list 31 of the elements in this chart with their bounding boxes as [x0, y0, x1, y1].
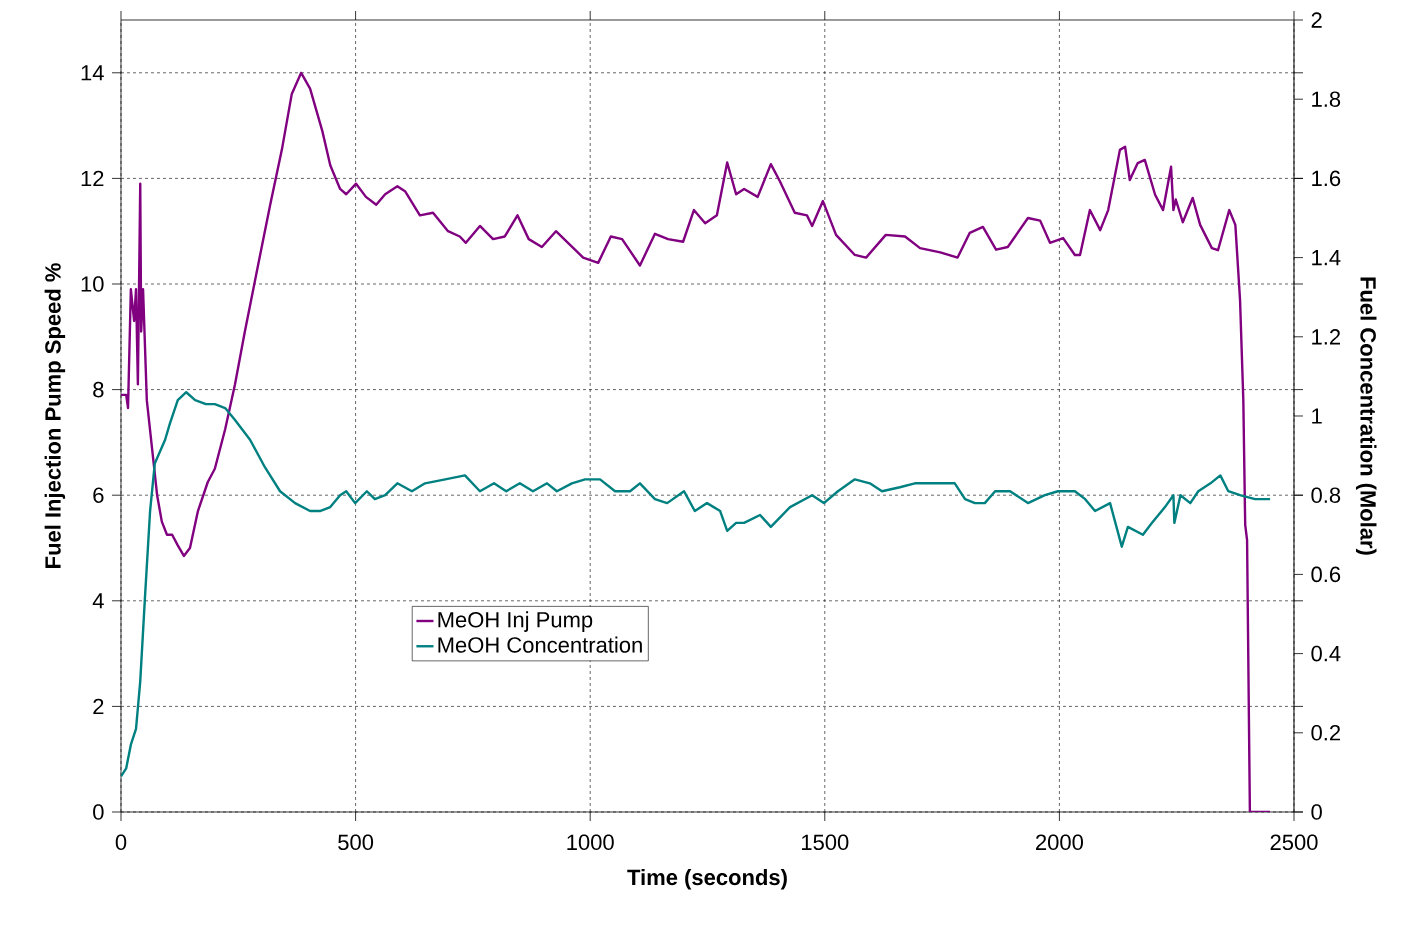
y2-tick-label: 1.2	[1312, 329, 1341, 345]
y2-tick-label: 1.6	[1312, 170, 1341, 187]
y-tick-label: 8	[93, 381, 104, 398]
y-tick-label: 2	[93, 698, 104, 715]
legend-label: MeOH Inj Pump	[438, 611, 593, 632]
y2-tick-label: 0.6	[1311, 566, 1341, 583]
y-tick-label: 0	[93, 804, 104, 820]
y2-tick-label: 2	[1311, 12, 1322, 28]
x-tick-label: 1000	[567, 834, 614, 851]
x-tick-label: 0	[115, 834, 127, 851]
y2-tick-label: 0	[1311, 804, 1322, 820]
y2-tick-label: 0.2	[1311, 725, 1341, 741]
y-axis-title: Fuel Injection Pump Speed %	[44, 263, 66, 568]
legend-label: MeOH Concentration	[438, 636, 642, 653]
x-tick-label: 1500	[802, 834, 849, 851]
y-tick-label: 10	[81, 276, 104, 292]
x-tick-label: 500	[338, 834, 374, 851]
x-tick-label: 2500	[1270, 834, 1318, 851]
x-axis-title: Time (seconds)	[627, 868, 787, 890]
y-tick-label: 12	[81, 170, 104, 187]
y2-tick-label: 0.8	[1311, 487, 1341, 503]
x-tick-label: 2000	[1036, 834, 1083, 851]
y2-tick-label: 1	[1312, 408, 1322, 424]
y2-tick-label: 0.4	[1311, 645, 1341, 662]
y2-tick-label: 1.4	[1312, 250, 1341, 266]
y-tick-label: 14	[81, 65, 104, 81]
y-tick-label: 6	[93, 487, 104, 503]
line-series	[121, 71, 1272, 812]
y2-tick-label: 1.8	[1312, 91, 1341, 107]
y2-axis-title: Fuel Concentration (Molar)	[1355, 277, 1377, 555]
y-tick-label: 4	[92, 593, 104, 609]
